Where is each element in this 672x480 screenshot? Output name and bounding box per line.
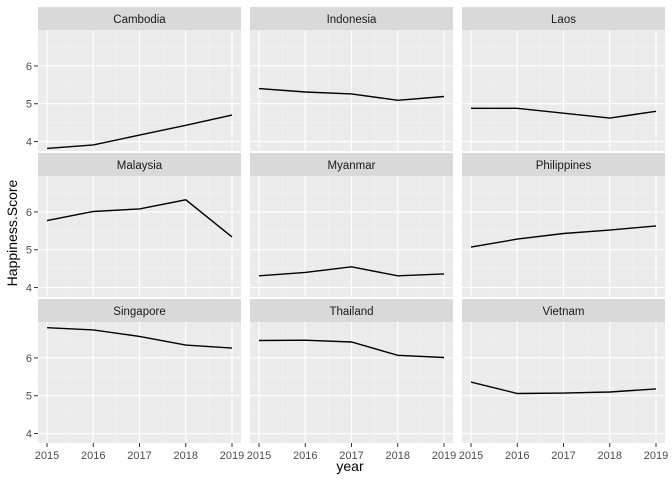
y-axis-title: Happiness.Score [4, 179, 20, 286]
facet-panels: Cambodia Indonesia Laos Malaysia Myanmar Phil… [38, 7, 665, 443]
facet-panel-cambodia: Cambodia [38, 7, 241, 151]
x-axis-title: year [336, 458, 364, 474]
facet-strip-label: Philippines [536, 160, 592, 172]
series-line-philippines [470, 225, 657, 248]
series-line-laos [471, 107, 657, 119]
y-tick-label: 4 [26, 137, 32, 149]
facet-strip [250, 7, 453, 30]
x-tick-label: 2016 [505, 450, 529, 462]
x-tick-label: 2019 [644, 450, 668, 462]
facet-strip [250, 299, 453, 322]
facet-strip-label: Myanmar [328, 160, 376, 172]
y-tick-label: 6 [26, 61, 32, 73]
series-line-indonesia [258, 87, 445, 102]
facet-panel-philippines: Philippines [462, 153, 665, 297]
facet-strip [462, 299, 665, 322]
y-tick-label: 5 [26, 391, 32, 403]
x-tick-label: 2017 [127, 450, 151, 462]
facet-strip-label: Thailand [329, 306, 373, 318]
facet-strip [38, 299, 241, 322]
facet-strip-label: Vietnam [543, 306, 585, 318]
facet-panel-malaysia: Malaysia [38, 153, 241, 297]
facet-strip-label: Laos [551, 14, 576, 26]
x-tick-label: 2019 [220, 450, 244, 462]
x-axis: 2015 2016 2017 2018 2019 2015 2016 2017 2018 2019… [35, 443, 668, 462]
facet-strip [462, 7, 665, 30]
facet-panel-myanmar: Myanmar [250, 153, 453, 297]
facet-panel-singapore: Singapore [38, 299, 241, 443]
facet-panel-vietnam: Vietnam [462, 299, 665, 443]
facet-panel-laos: Laos [462, 7, 665, 151]
facet-panel-thailand: Thailand [250, 299, 453, 443]
series-line-malaysia [46, 199, 233, 238]
facet-strip [38, 7, 241, 30]
facet-strip-label: Cambodia [113, 14, 166, 26]
series-line-vietnam [470, 381, 657, 395]
y-tick-label: 6 [26, 353, 32, 365]
facet-strip [462, 153, 665, 176]
x-tick-label: 2017 [551, 450, 575, 462]
x-tick-label: 2015 [459, 450, 483, 462]
x-tick-label: 2016 [81, 450, 105, 462]
facet-strip [250, 153, 453, 176]
y-tick-label: 4 [26, 283, 32, 295]
x-tick-label: 2018 [598, 450, 622, 462]
x-tick-label: 2015 [247, 450, 271, 462]
series-line-thailand [258, 339, 445, 359]
facet-strip-label: Singapore [113, 306, 165, 318]
series-line-myanmar [258, 266, 445, 277]
y-tick-label: 5 [26, 99, 32, 111]
x-tick-label: 2019 [432, 450, 456, 462]
facet-strip-label: Malaysia [117, 160, 163, 172]
facet-panel-indonesia: Indonesia [250, 7, 453, 151]
facet-strip [38, 153, 241, 176]
x-tick-label: 2015 [35, 450, 59, 462]
y-axis: 4 5 6 4 5 6 4 5 6 [26, 61, 38, 441]
x-tick-label: 2016 [293, 450, 317, 462]
series-line-cambodia [46, 114, 233, 150]
series-line-singapore [46, 327, 233, 349]
facet-strip-label: Indonesia [327, 14, 377, 26]
x-tick-label: 2018 [174, 450, 198, 462]
y-tick-label: 5 [26, 245, 32, 257]
y-tick-label: 4 [26, 429, 32, 441]
x-tick-label: 2018 [386, 450, 410, 462]
y-tick-label: 6 [26, 207, 32, 219]
x-tick-label: 2017 [339, 450, 363, 462]
